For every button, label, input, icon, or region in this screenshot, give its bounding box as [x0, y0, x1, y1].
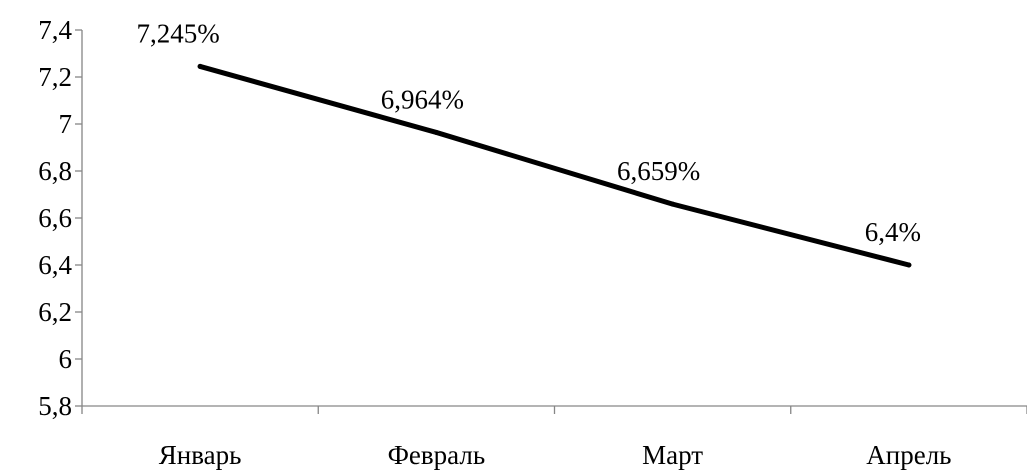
- x-category-label: Январь: [159, 440, 242, 470]
- data-point: [433, 129, 439, 135]
- series-group: [197, 63, 912, 268]
- y-tick-label: 5,8: [38, 391, 72, 421]
- x-category-label: Февраль: [388, 440, 486, 470]
- data-point: [197, 63, 203, 69]
- y-tick-label: 7: [59, 109, 73, 139]
- x-category-label: Март: [642, 440, 703, 470]
- data-label: 6,659%: [617, 156, 700, 186]
- data-label: 6,964%: [381, 84, 464, 114]
- y-tick-label: 6,6: [38, 203, 72, 233]
- x-axis: Январь Февраль Март Апрель: [81, 405, 1027, 470]
- y-axis: 5,8 6 6,2 6,4 6,6 6,8 7 7,2 7,4: [38, 15, 83, 421]
- data-label: 7,245%: [137, 18, 220, 48]
- x-category-label: Апрель: [866, 440, 951, 470]
- y-tick-label: 6,4: [38, 250, 72, 280]
- y-tick-label: 6,8: [38, 156, 72, 186]
- data-labels: 7,245% 6,964% 6,659% 6,4%: [137, 18, 922, 247]
- data-label: 6,4%: [865, 217, 921, 247]
- y-tick-label: 7,4: [38, 15, 72, 45]
- y-tick-label: 6,2: [38, 297, 72, 327]
- series-line: [197, 63, 912, 268]
- data-point: [906, 262, 912, 268]
- y-tick-label: 6: [59, 344, 73, 374]
- y-tick-label: 7,2: [38, 62, 72, 92]
- data-point: [670, 201, 676, 207]
